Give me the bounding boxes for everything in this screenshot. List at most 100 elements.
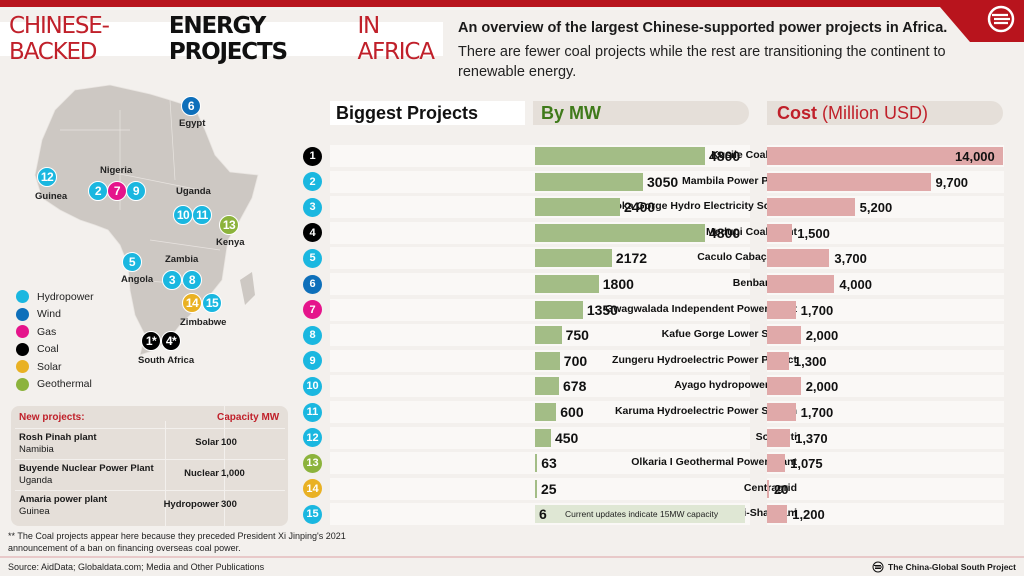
legend-label: Hydropower (37, 290, 94, 303)
country-label-angola: Angola (121, 274, 154, 285)
cost-bar (767, 505, 788, 524)
cost-value-label: 20 (774, 481, 789, 497)
mw-bar (535, 454, 538, 473)
gas-dot-icon (16, 325, 29, 339)
project-number-badge: 2 (303, 172, 322, 192)
brand-credit: The China-Global South Project (872, 561, 1016, 573)
cost-bar (767, 147, 1003, 165)
map-marker-14[interactable]: 14 (182, 293, 202, 313)
cost-value-label: 1,075 (790, 456, 823, 472)
geothermal-dot-icon (16, 377, 29, 391)
cost-value-label: 3,700 (834, 251, 867, 267)
map-marker-5[interactable]: 5 (122, 252, 142, 272)
cost-value-label: 2,000 (805, 379, 839, 395)
legend-item-solar: Solar (16, 358, 94, 376)
cost-value-label: 4,000 (839, 277, 872, 292)
title-part-1: CHINESE-BACKED (9, 13, 110, 65)
map-marker-1star[interactable]: 1* (141, 331, 161, 351)
mw-bar (535, 300, 583, 319)
new-projects-header: New projects: (19, 412, 85, 423)
brand-small-logo-icon (872, 561, 884, 573)
project-name: Gwagwalada Independent Power Plant (605, 302, 797, 315)
page-title: CHINESE-BACKED ENERGY PROJECTS IN AFRICA (0, 13, 443, 65)
mw-bar (535, 377, 559, 396)
legend-item-coal: Coal (16, 341, 94, 359)
new-project-row: Rosh Pinah plant Namibia Solar 100 (15, 428, 285, 458)
legend-label: Wind (37, 308, 61, 321)
mw-bar (535, 172, 644, 191)
project-number-badge: 5 (303, 248, 322, 268)
source-text: Source: AidData; Globaldata.com; Media a… (8, 562, 265, 572)
country-label-kenya: Kenya (216, 237, 245, 248)
map-marker-13[interactable]: 13 (219, 215, 239, 235)
solar-dot-icon (16, 360, 29, 374)
mw-value-label: 25 (541, 480, 557, 497)
mw-bar (535, 479, 537, 498)
top-accent-bar (0, 0, 1024, 7)
map-marker-9[interactable]: 9 (126, 181, 146, 201)
legend-item-gas: Gas (16, 323, 94, 341)
mw-bar (535, 403, 557, 421)
map-marker-11[interactable]: 11 (192, 205, 212, 225)
project-name: Centragrid (743, 481, 797, 494)
cost-bar (767, 479, 769, 498)
mw-bar (535, 198, 620, 217)
mw-bar (535, 351, 560, 370)
cost-bar (767, 377, 801, 396)
mw-value-label: 450 (554, 429, 579, 446)
cost-bar (767, 300, 796, 319)
country-label-zambia: Zambia (165, 254, 199, 265)
mw-value-label: 3050 (647, 173, 679, 190)
map-marker-12[interactable]: 12 (37, 167, 57, 187)
cost-row-bg (767, 221, 1004, 244)
map-marker-8[interactable]: 8 (182, 270, 202, 290)
cost-value-label: 14,000 (955, 149, 995, 164)
map-marker-10[interactable]: 10 (173, 205, 193, 225)
header-cost: Cost (Million USD) (767, 101, 1003, 125)
cost-bar (767, 198, 855, 217)
title-part-2: ENERGY PROJECTS (168, 13, 288, 65)
cost-row-bg (767, 375, 1004, 398)
project-number-badge: 11 (303, 402, 322, 422)
map-marker-2[interactable]: 2 (88, 181, 108, 201)
project-name: Ayago hydropower plant (674, 379, 797, 392)
mw-bar (535, 249, 612, 268)
mw-bar (535, 147, 705, 165)
cost-value-label: 1,370 (795, 430, 828, 446)
cost-value-label: 5,200 (859, 200, 893, 216)
mw-value-label: 750 (565, 327, 589, 344)
new-projects-table: New projects: Capacity MW Rosh Pinah pla… (11, 406, 288, 526)
cost-row-bg (767, 324, 1004, 347)
country-label-guinea: Guinea (35, 191, 68, 202)
map-marker-15[interactable]: 15 (202, 293, 222, 313)
new-project-capacity: 1,000 (221, 468, 245, 479)
wind-dot-icon (16, 307, 29, 321)
cost-bar (767, 428, 791, 447)
cost-value-label: 1,700 (800, 405, 834, 420)
mw-value-label: 2400 (624, 199, 656, 216)
project-name: Karuma Hydroelectric Power Station (614, 405, 797, 417)
project-number-badge: 6 (303, 274, 322, 294)
project-number-badge: 3 (303, 197, 322, 217)
new-project-row: Buyende Nuclear Power Plant Uganda Nuclear… (15, 459, 285, 489)
map-marker-4star[interactable]: 4* (161, 331, 181, 351)
mw-value-label: 600 (560, 404, 584, 420)
legend-item-hydropower: Hydropower (16, 288, 94, 306)
legend-label: Geothermal (37, 378, 92, 391)
cost-row-bg (767, 349, 1004, 372)
map-marker-3[interactable]: 3 (162, 270, 182, 290)
map-marker-6[interactable]: 6 (181, 96, 201, 116)
header-biggest-projects: Biggest Projects (330, 101, 525, 125)
cost-row-bg (767, 503, 1004, 526)
capacity-note-text: Current updates indicate 15MW capacity (565, 509, 719, 520)
map-marker-7[interactable]: 7 (107, 181, 127, 201)
country-label-nigeria: Nigeria (100, 165, 133, 176)
project-number-badge: 14 (303, 479, 322, 499)
new-project-name: Amaria power plant Guinea (19, 494, 108, 517)
title-part-3: IN AFRICA (357, 13, 435, 65)
project-name: Kafue Gorge Lower Station (661, 328, 797, 341)
legend-label: Solar (37, 360, 62, 373)
new-project-name: Buyende Nuclear Power Plant Uganda (19, 463, 154, 486)
project-name: Batoka Gorge Hydro Electricity Scheme (598, 200, 797, 213)
mw-value-label: 678 (563, 378, 587, 395)
